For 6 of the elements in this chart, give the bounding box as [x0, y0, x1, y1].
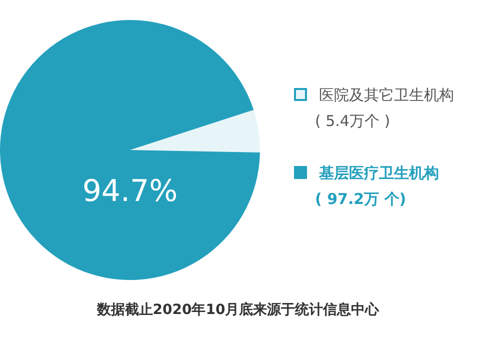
pie-slice — [0, 20, 260, 280]
legend-label: 基层医疗卫生机构 ( 97.2万 个) — [315, 164, 439, 208]
text: 数据截止2020年10月底来源于统计信息中心 — [96, 301, 380, 318]
legend-label: 医院及其它卫生机构 ( 5.4万个 ) — [315, 86, 454, 130]
data-label: 94.7% — [82, 174, 178, 210]
pie-slice — [130, 110, 260, 152]
